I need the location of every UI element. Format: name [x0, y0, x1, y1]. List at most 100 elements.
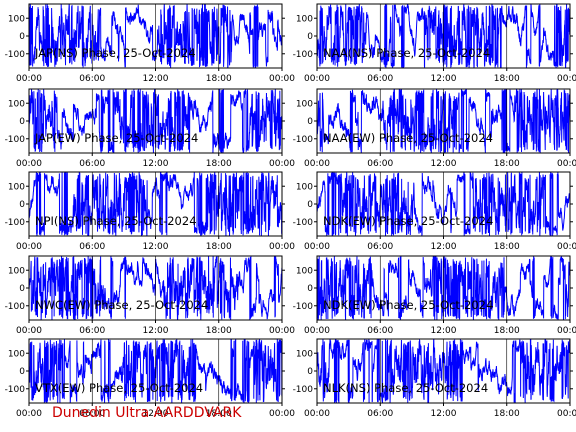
y-tick-label: 100	[296, 349, 313, 359]
x-tick-label: 18:00	[494, 159, 520, 169]
panel-title: NPI(NS) Phase, 25-Oct-2024	[35, 214, 197, 228]
y-tick-label: 100	[8, 266, 25, 276]
x-tick-label: 12:00	[431, 74, 457, 84]
x-tick-label: 18:00	[206, 74, 232, 84]
x-tick-label: 12:00	[143, 409, 169, 419]
panel-title: NAA(NS) Phase, 25-Oct-2024	[323, 46, 490, 60]
y-tick-label: 100	[8, 349, 25, 359]
x-tick-label: 12:00	[143, 74, 169, 84]
x-tick-label: 06:00	[367, 159, 393, 169]
y-tick-label: 0	[307, 284, 313, 294]
y-tick-label: 100	[296, 14, 313, 24]
chart-panel-3: 100 0 -100 00:00 06:00 12:00 18:00 00:00 JAP(EW)…	[5, 88, 295, 169]
x-tick-label: 12:00	[431, 242, 457, 252]
x-tick-label: 18:00	[494, 326, 520, 336]
panel-title: NDK(EW) Phase, 25-Oct-2024	[323, 298, 493, 312]
panel-title: NWC(EW) Phase, 25-Oct-2024	[35, 298, 208, 312]
x-tick-label: 18:00	[206, 242, 232, 252]
y-tick-label: -100	[5, 135, 26, 145]
chart-panel-1: 100 0 -100 00:00 06:00 12:00 18:00 00:00 JAP(NS)…	[5, 3, 295, 84]
x-tick-label: 12:00	[431, 409, 457, 419]
y-tick-label: 0	[19, 200, 25, 210]
x-tick-label: 00:00	[16, 409, 42, 419]
panel-title: NLK(NS) Phase, 25-Oct-2024	[323, 381, 488, 395]
x-tick-label: 18:00	[206, 409, 232, 419]
y-tick-label: -100	[5, 302, 26, 312]
panel-title: VTX(EW) Phase, 25-Oct-2024	[35, 381, 203, 395]
y-tick-label: 0	[307, 200, 313, 210]
x-tick-label: 00:00	[304, 409, 330, 419]
x-tick-label: 00:00	[269, 242, 295, 252]
y-tick-label: 0	[307, 367, 313, 377]
y-tick-label: -100	[293, 302, 314, 312]
x-tick-label: 12:00	[431, 159, 457, 169]
x-tick-label: 00:00	[557, 326, 576, 336]
y-tick-label: 0	[19, 32, 25, 42]
x-tick-label: 06:00	[367, 242, 393, 252]
x-tick-label: 06:00	[79, 409, 105, 419]
x-tick-label: 00:00	[269, 326, 295, 336]
chart-panel-9: 100 0 -100 00:00 06:00 12:00 18:00 00:00 VTX(EW)…	[5, 338, 295, 419]
y-tick-label: -100	[5, 50, 26, 60]
chart-panel-8: 100 0 -100 00:00 06:00 12:00 18:00 00:00 NDK(EW)…	[293, 255, 576, 336]
x-tick-label: 06:00	[79, 74, 105, 84]
chart-panel-4: 100 0 -100 00:00 06:00 12:00 18:00 00:00 NAA(EW)…	[293, 88, 576, 169]
x-tick-label: 00:00	[304, 74, 330, 84]
chart-panel-7: 100 0 -100 00:00 06:00 12:00 18:00 00:00 NWC(EW)…	[5, 255, 295, 336]
y-tick-label: 100	[296, 182, 313, 192]
panel-title: NDK(EW) Phase, 25-Oct-2024	[323, 214, 493, 228]
x-tick-label: 06:00	[79, 242, 105, 252]
x-tick-label: 06:00	[367, 326, 393, 336]
y-tick-label: 100	[296, 99, 313, 109]
chart-panel-6: 100 0 -100 00:00 06:00 12:00 18:00 00:00 NDK(EW)…	[293, 171, 576, 252]
y-tick-label: 100	[8, 99, 25, 109]
x-tick-label: 18:00	[206, 159, 232, 169]
y-tick-label: 0	[19, 367, 25, 377]
y-tick-label: -100	[5, 385, 26, 395]
x-tick-label: 00:00	[269, 409, 295, 419]
x-tick-label: 00:00	[16, 74, 42, 84]
x-tick-label: 12:00	[431, 326, 457, 336]
x-tick-label: 06:00	[79, 326, 105, 336]
x-tick-label: 06:00	[79, 159, 105, 169]
y-tick-label: 100	[296, 266, 313, 276]
x-tick-label: 00:00	[269, 74, 295, 84]
y-tick-label: 0	[19, 117, 25, 127]
y-tick-label: -100	[293, 385, 314, 395]
y-tick-label: 100	[8, 182, 25, 192]
y-tick-label: -100	[5, 218, 26, 228]
chart-panel-5: 100 0 -100 00:00 06:00 12:00 18:00 00:00 NPI(NS)…	[5, 171, 295, 252]
x-tick-label: 00:00	[304, 242, 330, 252]
x-tick-label: 06:00	[367, 409, 393, 419]
x-tick-label: 00:00	[16, 326, 42, 336]
x-tick-label: 18:00	[206, 326, 232, 336]
y-tick-label: 0	[19, 284, 25, 294]
x-tick-label: 00:00	[557, 409, 576, 419]
x-tick-label: 12:00	[143, 242, 169, 252]
y-tick-label: 100	[8, 14, 25, 24]
y-tick-label: -100	[293, 135, 314, 145]
x-tick-label: 06:00	[367, 74, 393, 84]
chart-panel-10: 100 0 -100 00:00 06:00 12:00 18:00 00:00 NLK(NS)…	[293, 338, 576, 419]
x-tick-label: 00:00	[16, 159, 42, 169]
y-tick-label: 0	[307, 117, 313, 127]
chart-panel-2: 100 0 -100 00:00 06:00 12:00 18:00 00:00 NAA(NS)…	[293, 3, 576, 84]
footer-credit: Dunedin Ultra AARDDVARK	[52, 405, 242, 421]
x-tick-label: 00:00	[557, 159, 576, 169]
x-tick-label: 18:00	[494, 409, 520, 419]
x-tick-label: 00:00	[557, 242, 576, 252]
panel-title: NAA(EW) Phase, 25-Oct-2024	[323, 131, 493, 145]
y-tick-label: -100	[293, 218, 314, 228]
x-tick-label: 18:00	[494, 74, 520, 84]
x-tick-label: 00:00	[304, 159, 330, 169]
x-tick-label: 00:00	[269, 159, 295, 169]
panel-title: JAP(NS) Phase, 25-Oct-2024	[34, 46, 196, 60]
panel-title: JAP(EW) Phase, 25-Oct-2024	[34, 131, 198, 145]
x-tick-label: 00:00	[16, 242, 42, 252]
x-tick-label: 12:00	[143, 326, 169, 336]
y-tick-label: -100	[293, 50, 314, 60]
x-tick-label: 00:00	[304, 326, 330, 336]
x-tick-label: 18:00	[494, 242, 520, 252]
x-tick-label: 00:00	[557, 74, 576, 84]
